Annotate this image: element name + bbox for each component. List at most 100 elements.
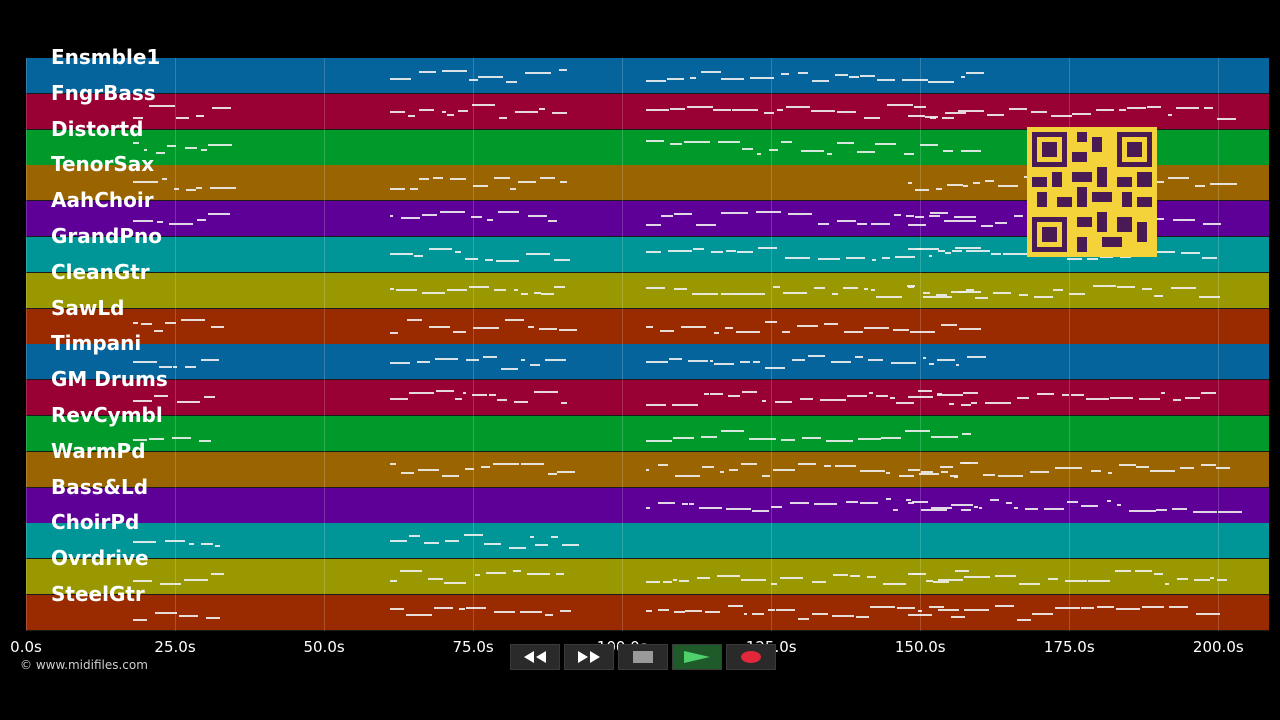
note xyxy=(1033,296,1053,299)
note xyxy=(484,258,493,261)
note xyxy=(525,72,552,75)
note xyxy=(1201,392,1217,395)
time-tick-label: 0.0s xyxy=(10,638,42,656)
note xyxy=(1110,396,1133,399)
note xyxy=(842,286,859,289)
track-label: SawLd xyxy=(51,295,125,320)
note xyxy=(717,574,740,577)
note xyxy=(721,292,740,295)
note xyxy=(785,256,810,259)
note xyxy=(769,148,778,151)
note xyxy=(1153,295,1163,297)
note xyxy=(1088,579,1110,582)
record-button[interactable] xyxy=(726,644,776,670)
note xyxy=(943,219,954,222)
track-lane xyxy=(26,344,1269,381)
note xyxy=(710,393,723,396)
note xyxy=(1118,109,1126,112)
play-button[interactable] xyxy=(672,644,722,670)
note xyxy=(559,180,567,183)
note xyxy=(1164,582,1170,585)
note xyxy=(941,323,957,326)
note xyxy=(561,544,580,547)
note xyxy=(473,185,488,188)
note xyxy=(389,287,394,290)
note xyxy=(955,364,960,366)
track-lane xyxy=(26,308,1269,345)
note xyxy=(928,606,944,609)
note xyxy=(1044,508,1065,511)
note xyxy=(922,296,949,299)
time-gridline xyxy=(175,58,177,631)
note xyxy=(169,223,193,226)
note xyxy=(646,361,669,364)
note xyxy=(857,437,882,440)
note xyxy=(771,582,777,585)
note xyxy=(908,613,933,616)
piano-roll[interactable] xyxy=(26,58,1269,631)
note xyxy=(966,288,975,291)
note xyxy=(424,542,439,545)
note xyxy=(1173,218,1196,221)
note xyxy=(133,541,157,544)
note xyxy=(972,181,981,184)
note xyxy=(885,471,890,474)
note xyxy=(781,72,790,75)
note xyxy=(893,214,901,217)
note xyxy=(153,395,168,398)
note xyxy=(1180,467,1194,470)
note xyxy=(156,221,164,224)
note xyxy=(905,214,914,217)
note xyxy=(692,248,704,251)
note xyxy=(991,253,1001,256)
note xyxy=(984,402,1012,405)
note xyxy=(1215,466,1230,469)
time-tick-label: 25.0s xyxy=(154,638,196,656)
note xyxy=(211,106,232,109)
note xyxy=(1142,606,1164,609)
note xyxy=(560,610,571,613)
note xyxy=(559,328,578,331)
note xyxy=(950,616,966,618)
note xyxy=(904,152,914,155)
rewind-button[interactable] xyxy=(510,644,560,670)
note xyxy=(728,468,738,471)
note xyxy=(133,579,152,582)
fast-forward-button[interactable] xyxy=(564,644,614,670)
note xyxy=(530,363,540,366)
note xyxy=(751,510,770,513)
note xyxy=(837,111,856,114)
note xyxy=(471,104,496,107)
note xyxy=(471,215,482,218)
note xyxy=(1156,509,1168,512)
note xyxy=(389,214,394,217)
note xyxy=(434,358,458,361)
note xyxy=(945,111,966,114)
note xyxy=(501,367,518,370)
note xyxy=(938,579,964,582)
note xyxy=(389,579,397,582)
note xyxy=(428,247,453,250)
note xyxy=(955,570,970,573)
note xyxy=(906,498,912,501)
note xyxy=(787,212,813,215)
note xyxy=(966,356,987,359)
note xyxy=(513,570,521,573)
note xyxy=(944,252,952,255)
note xyxy=(454,397,462,400)
note xyxy=(950,290,966,293)
note xyxy=(646,469,650,471)
note xyxy=(850,575,860,578)
note xyxy=(545,613,553,616)
note xyxy=(997,185,1018,188)
note xyxy=(1156,250,1175,253)
note xyxy=(165,539,186,542)
note xyxy=(485,572,507,575)
note xyxy=(486,218,493,221)
note xyxy=(971,401,977,404)
stop-button[interactable] xyxy=(618,644,668,670)
note xyxy=(389,397,409,400)
note xyxy=(154,612,178,615)
note xyxy=(837,219,857,222)
note xyxy=(1066,258,1082,261)
